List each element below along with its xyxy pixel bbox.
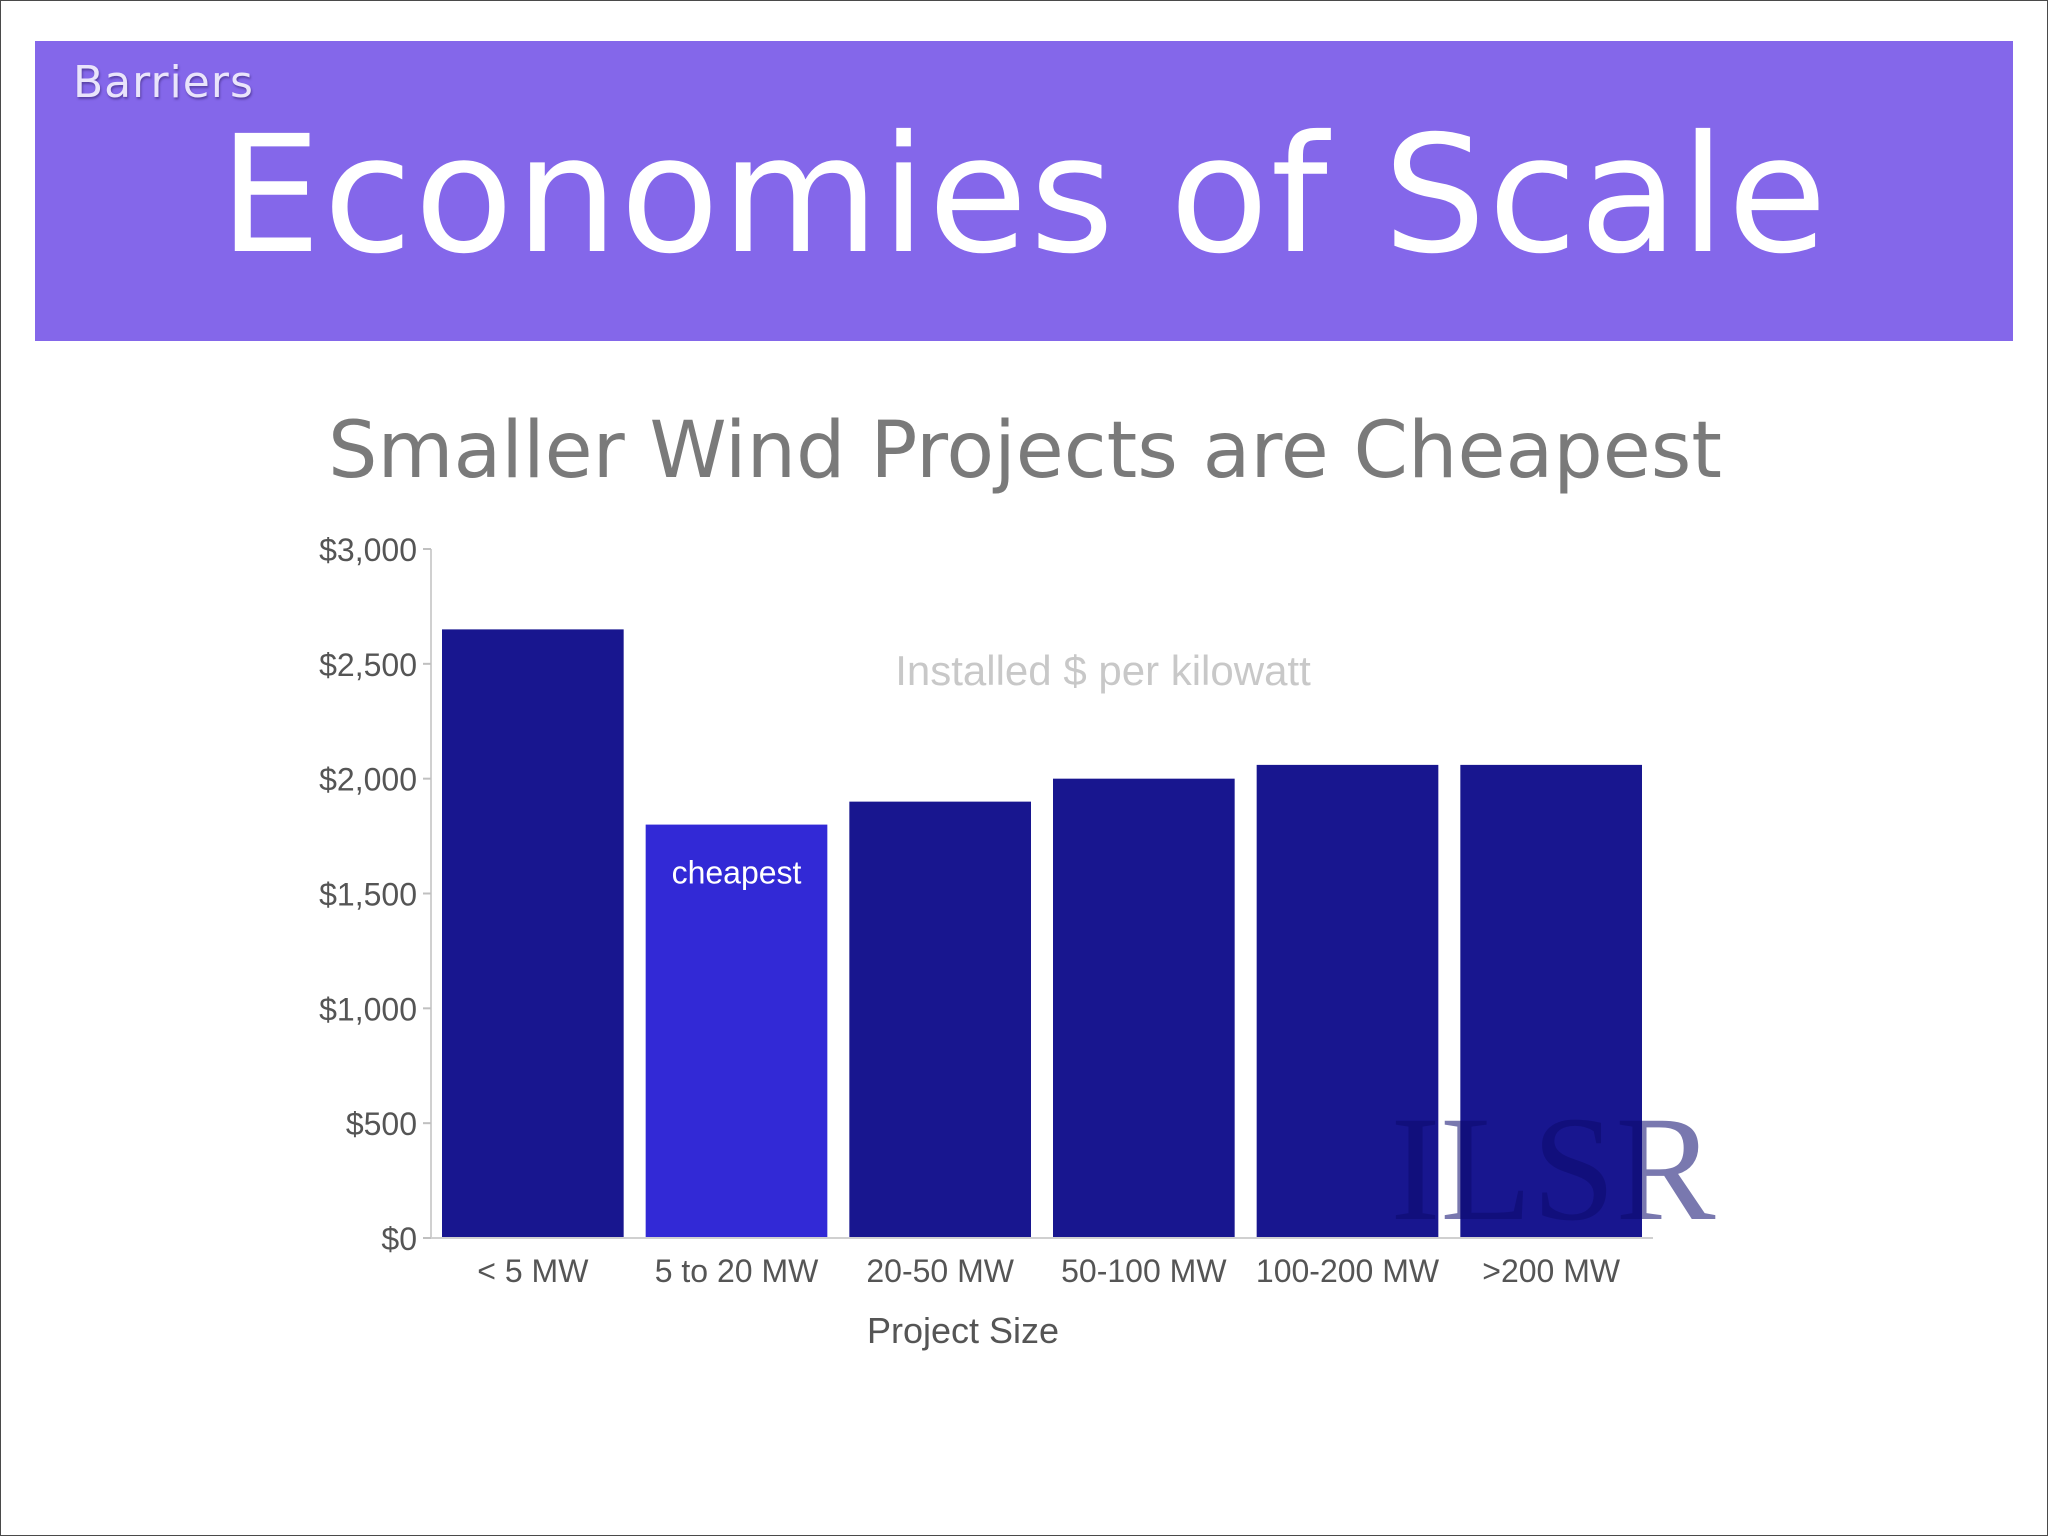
x-axis: < 5 MW 5 to 20 MW 20-50 MW 50-100 MW 100-200… [431,1237,1653,1289]
slide-title: Economies of Scale [218,102,1830,290]
chart-subtitle: Smaller Wind Projects are Cheapest [328,406,1722,496]
title-banner [35,41,2013,341]
bar [1256,764,1439,1238]
y-axis: $0 $500 $1,000 $1,500 $2,000 $2,500 $3,000 [319,532,432,1257]
y-tick-label: $1,500 [319,877,417,913]
x-tick-label: 20-50 MW [866,1253,1014,1289]
bar [1053,778,1235,1238]
bar [645,824,828,1238]
ilsr-watermark: ILSR [1390,1086,1715,1252]
x-tick-label: 50-100 MW [1061,1253,1227,1289]
bar [849,801,1031,1238]
bar-label-cheapest: cheapest [672,855,802,891]
x-tick-label: < 5 MW [477,1253,589,1289]
y-tick-label: $0 [381,1221,417,1257]
section-label: Barriers [73,57,254,108]
bars: cheapest ILSR [442,629,1716,1252]
bar [442,629,624,1238]
y-tick-label: $1,000 [319,991,417,1027]
x-tick-label: >200 MW [1482,1253,1621,1289]
bar [1460,764,1642,1238]
x-tick-label: 100-200 MW [1256,1253,1440,1289]
x-tick-label: 5 to 20 MW [655,1253,819,1289]
y-tick-label: $2,500 [319,647,417,683]
y-tick-label: $500 [346,1106,417,1142]
chart-annotation: Installed $ per kilowatt [895,647,1311,694]
y-tick-label: $3,000 [319,532,417,568]
y-tick-label: $2,000 [319,762,417,798]
x-axis-label: Project Size [867,1310,1059,1351]
